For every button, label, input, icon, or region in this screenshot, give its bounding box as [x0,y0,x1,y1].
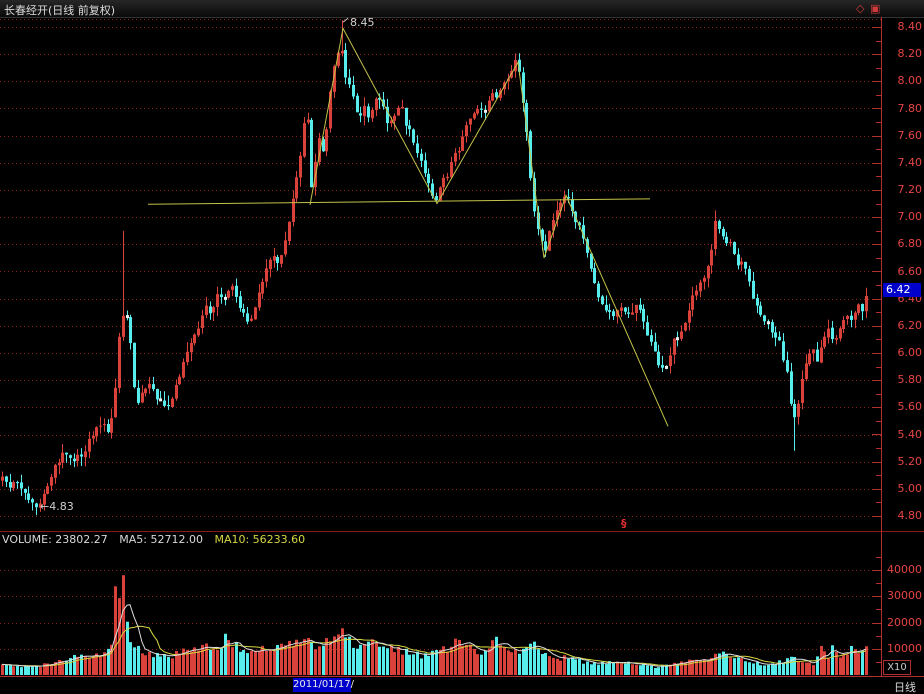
price-axis-label: 5.20 [897,454,923,468]
gridlines [0,19,881,650]
ma5-value: MA5: 52712.00 [119,533,203,546]
price-axis-label: 6.00 [897,346,923,359]
low-annotation: ←4.83 [40,500,74,513]
volume-ma10-line [1,625,867,667]
titlebar: 长春经开(日线 前复权) ◇ ▣ [0,0,924,18]
volume-multiplier-badge: X10 [883,660,911,675]
price-axis-label: 5.40 [897,427,923,441]
cursor-date-box: 2011/01/17/一 [293,678,354,694]
volume-bars [1,575,868,675]
price-axis-label: 7.20 [897,183,923,196]
price-axis-label: 8.00 [897,74,923,88]
time-axis: 2010年10111213456789 [0,677,924,694]
high-annotation: 8.45 [350,16,375,29]
volume-header: VOLUME: 23802.27 MA5: 52712.00 MA10: 562… [2,533,305,546]
price-axis-label: 7.40 [897,155,923,169]
diamond-icon[interactable]: ◇ [856,2,865,15]
axis-lines [0,17,924,694]
price-axis-label: 4.80 [897,509,923,522]
price-axis-label: 7.00 [897,210,923,224]
trendline-zigzag[interactable] [309,26,669,427]
exright-marker: § [621,517,627,530]
price-axis-label: 6.20 [897,318,923,332]
current-price-tag: 6.42 [883,283,921,297]
candlesticks [1,20,868,516]
volume-axis-label: 40000 [887,563,922,576]
volume-axis-label: 20000 [887,615,922,629]
price-axis-label: 8.20 [897,47,923,61]
price-axis-label: 7.60 [897,128,923,142]
window-box-icon[interactable]: ▣ [870,2,881,15]
price-axis-label: 5.80 [897,373,923,387]
price-axis-label: 6.80 [897,237,923,251]
trendline-horizontal[interactable] [147,198,651,205]
period-label: 日线 [894,681,916,694]
price-axis-label: 6.60 [897,264,923,278]
volume-axis-label: 30000 [887,589,922,603]
volume-axis-label: 10000 [887,641,922,655]
volume-value: VOLUME: 23802.27 [2,533,108,546]
price-axis-label: 7.80 [897,101,923,115]
volume-ma5-line [1,604,867,667]
price-axis-label: 5.00 [897,481,923,495]
price-axis-label: 5.60 [897,400,923,414]
ma10-value: MA10: 56233.60 [214,533,306,546]
window-title: 长春经开(日线 前复权) [4,4,116,17]
price-axis-label: 8.40 [897,20,923,33]
trendline-drawings [147,17,669,427]
